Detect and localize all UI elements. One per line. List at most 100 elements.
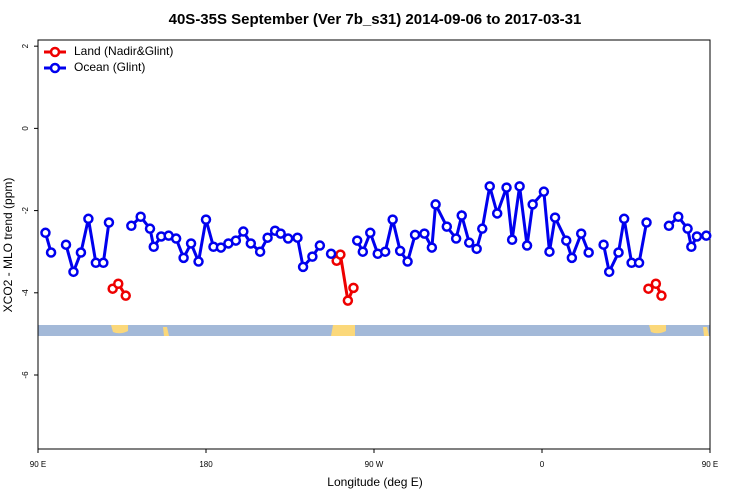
point (40, 227, 51, 239)
point (178, 252, 189, 264)
legend-label: Land (Nadir&Glint) (74, 44, 173, 58)
x-tick-label: 180 (199, 460, 213, 469)
point (633, 257, 645, 269)
point (477, 223, 488, 234)
point (60, 239, 72, 250)
point (613, 247, 624, 258)
point (650, 278, 662, 290)
point (549, 212, 561, 223)
legend-marker (49, 46, 61, 58)
x-tick-label: 90 E (30, 460, 46, 469)
point (409, 229, 421, 241)
point (230, 235, 242, 246)
point (357, 246, 369, 257)
y-tick-label: -4 (21, 289, 30, 297)
point (113, 278, 124, 290)
point (103, 217, 115, 228)
point (365, 227, 376, 239)
chart-title: 40S-35S September (Ver 7b_s31) 2014-09-0… (169, 11, 582, 28)
legend-marker (49, 62, 61, 74)
point (656, 290, 667, 301)
point (275, 228, 286, 239)
point (426, 242, 438, 253)
legend-label: Ocean (Glint) (74, 60, 145, 74)
point (463, 237, 475, 248)
point (566, 252, 578, 264)
point (148, 241, 159, 253)
y-tick-label: -2 (21, 206, 30, 214)
point (83, 213, 94, 225)
point (325, 248, 337, 259)
coastline-strip (38, 325, 710, 336)
point (335, 249, 346, 260)
point (491, 208, 503, 219)
point (238, 226, 249, 237)
point (262, 232, 273, 243)
point (484, 181, 495, 192)
point (643, 283, 654, 294)
point (673, 211, 684, 223)
point (282, 233, 294, 244)
point (419, 228, 430, 239)
point (450, 233, 462, 244)
point (254, 246, 266, 257)
series-line (44, 185, 707, 277)
x-tick-label: 90 E (702, 460, 718, 469)
point (45, 247, 57, 258)
point (135, 211, 146, 223)
point (603, 266, 615, 278)
point (441, 221, 453, 232)
y-tick-label: 0 (21, 126, 30, 131)
point (215, 242, 227, 253)
point (394, 245, 406, 257)
point (307, 251, 318, 262)
point (351, 235, 363, 246)
point (193, 256, 204, 267)
point (521, 240, 533, 251)
point (663, 220, 675, 232)
legend: Land (Nadir&Glint) Ocean (Glint) (44, 44, 173, 74)
point (200, 214, 212, 225)
point (348, 282, 359, 294)
point (314, 240, 326, 251)
point (456, 210, 467, 221)
point (583, 247, 594, 258)
point (686, 241, 697, 253)
point (387, 214, 398, 225)
x-tick-label: 0 (540, 460, 545, 469)
point (297, 261, 309, 273)
point (144, 223, 156, 234)
point (618, 213, 630, 225)
point (527, 199, 538, 210)
point (544, 246, 555, 257)
point (430, 199, 441, 210)
point (126, 220, 137, 232)
point (641, 217, 652, 228)
point (691, 231, 703, 242)
point (245, 238, 257, 249)
point (342, 295, 354, 306)
point (185, 238, 197, 249)
point (292, 232, 303, 243)
point (120, 290, 131, 301)
point (598, 239, 609, 250)
point (75, 247, 87, 258)
point (538, 186, 550, 197)
y-tick-label: -6 (21, 371, 30, 379)
point (514, 181, 525, 192)
point (379, 246, 391, 257)
point (701, 230, 712, 241)
point (501, 182, 512, 193)
point (682, 223, 693, 234)
point (471, 243, 482, 255)
point (170, 233, 182, 244)
y-tick-label: 2 (21, 43, 30, 48)
point (506, 234, 518, 246)
point (68, 266, 79, 278)
x-tick-label: 90 W (365, 460, 384, 469)
point (575, 228, 587, 239)
point (561, 235, 572, 246)
y-axis-label: XCO2 - MLO trend (ppm) (1, 178, 15, 313)
point (402, 256, 413, 267)
